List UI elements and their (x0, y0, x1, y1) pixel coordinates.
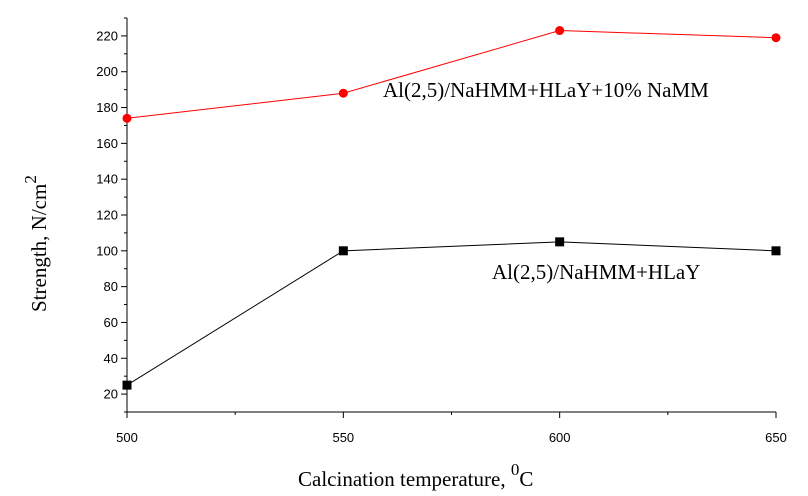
y-tick-label: 120 (96, 208, 118, 223)
labels-layer: Al(2,5)/NaHMM+HLaY+10% NaMM Al(2,5)/NaHM… (21, 78, 709, 491)
x-tick-label: 600 (549, 430, 571, 445)
x-axis-title-main: Calcination temperature, (298, 467, 511, 491)
series-line (126, 30, 777, 119)
y-tick-label: 180 (96, 100, 118, 115)
y-tick-label: 60 (104, 315, 118, 330)
data-point (771, 33, 781, 43)
x-axis-title-suffix: C (519, 467, 533, 491)
y-tick-label: 40 (104, 351, 118, 366)
y-tick-label: 80 (104, 279, 118, 294)
y-axis-title: Strength, N/cm2 (21, 175, 51, 312)
data-point (555, 237, 565, 247)
series-label-red: Al(2,5)/NaHMM+HLaY+10% NaMM (383, 78, 709, 102)
axes: 20 40 60 80 100 120 140 160 180 200 220 500 550 600 65… (96, 17, 787, 445)
y-tick-label: 100 (96, 243, 118, 258)
data-point (122, 380, 132, 390)
y-axis-title-main: Strength, N/cm (27, 184, 51, 312)
y-tick-label: 20 (104, 387, 118, 402)
y-tick-label: 220 (96, 28, 118, 43)
y-axis-title-superscript: 2 (21, 175, 40, 184)
data-point (338, 246, 348, 256)
y-tick-label: 140 (96, 172, 118, 187)
y-tick-label: 160 (96, 136, 118, 151)
x-axis-title-superscript: 0 (511, 460, 520, 479)
data-point (555, 26, 565, 36)
x-tick-label: 650 (765, 430, 787, 445)
x-tick-label: 500 (116, 430, 138, 445)
x-tick-label: 550 (332, 430, 354, 445)
y-tick-label: 200 (96, 64, 118, 79)
data-point (771, 246, 781, 256)
series-layer (122, 26, 781, 390)
series-label-black: Al(2,5)/NaHMM+HLaY (492, 260, 700, 284)
series-line (126, 241, 777, 386)
data-point (338, 88, 348, 98)
data-point (122, 113, 132, 123)
x-axis-title: Calcination temperature, 0C (298, 460, 533, 491)
